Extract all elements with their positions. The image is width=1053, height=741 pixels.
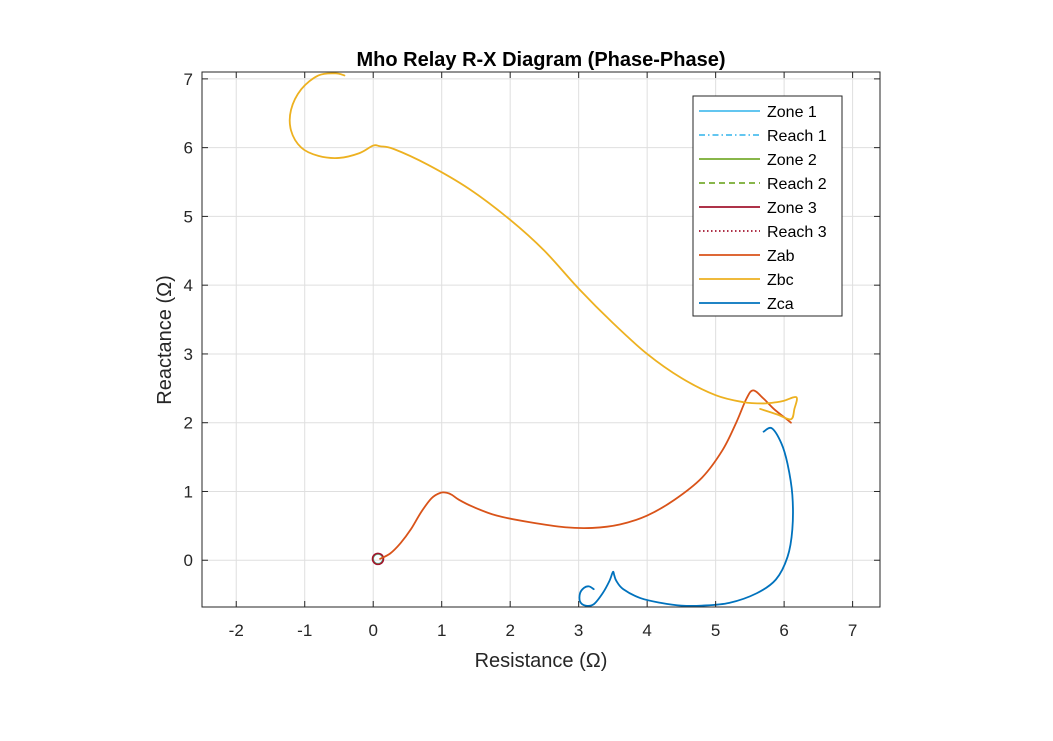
series-line-zab bbox=[379, 389, 792, 560]
x-tick-label: 6 bbox=[779, 621, 788, 640]
impedance-trajectories bbox=[288, 72, 798, 607]
legend-label: Zone 2 bbox=[767, 152, 817, 169]
y-tick-label: 5 bbox=[184, 207, 193, 226]
y-tick-label: 1 bbox=[184, 482, 193, 501]
y-tick-label: 3 bbox=[184, 345, 193, 364]
series-line-zbc bbox=[288, 72, 798, 421]
y-tick-label: 0 bbox=[184, 551, 193, 570]
legend: Zone 1 Reach 1 Zone 2 Reach 2 Zone 3 Reach 3 Z… bbox=[692, 95, 843, 317]
x-tick-label: 4 bbox=[642, 621, 651, 640]
x-tick-label: 2 bbox=[505, 621, 514, 640]
legend-label: Zca bbox=[767, 296, 794, 313]
legend-label: Reach 2 bbox=[767, 176, 827, 193]
zone-circles bbox=[371, 552, 385, 566]
legend-label: Reach 3 bbox=[767, 224, 827, 241]
legend-label: Zab bbox=[767, 248, 795, 265]
x-tick-label: -2 bbox=[229, 621, 244, 640]
series-line-zca bbox=[578, 426, 794, 607]
plot-frame bbox=[201, 71, 881, 608]
y-tick-label: 2 bbox=[184, 414, 193, 433]
y-tick-label: 6 bbox=[184, 139, 193, 158]
x-tick-label: 5 bbox=[711, 621, 720, 640]
y-axis-ticks: 0 1 2 3 4 5 6 7 bbox=[184, 70, 880, 570]
legend-label: Zone 3 bbox=[767, 200, 817, 217]
x-tick-label: 0 bbox=[368, 621, 377, 640]
y-tick-label: 7 bbox=[184, 70, 193, 89]
legend-label: Zone 1 bbox=[767, 104, 817, 121]
x-tick-label: 3 bbox=[574, 621, 583, 640]
chart-title: Mho Relay R-X Diagram (Phase-Phase) bbox=[357, 49, 726, 71]
x-tick-label: 7 bbox=[848, 621, 857, 640]
y-tick-label: 4 bbox=[184, 276, 193, 295]
legend-label: Reach 1 bbox=[767, 128, 827, 145]
x-tick-label: 1 bbox=[437, 621, 446, 640]
x-axis-ticks: -2 -1 0 1 2 3 4 5 6 7 bbox=[229, 72, 857, 640]
x-axis-label: Resistance (Ω) bbox=[475, 650, 608, 672]
legend-label: Zbc bbox=[767, 272, 794, 289]
x-tick-label: -1 bbox=[297, 621, 312, 640]
zone-circle-zone-3 bbox=[371, 552, 385, 566]
y-axis-label: Reactance (Ω) bbox=[154, 275, 176, 404]
